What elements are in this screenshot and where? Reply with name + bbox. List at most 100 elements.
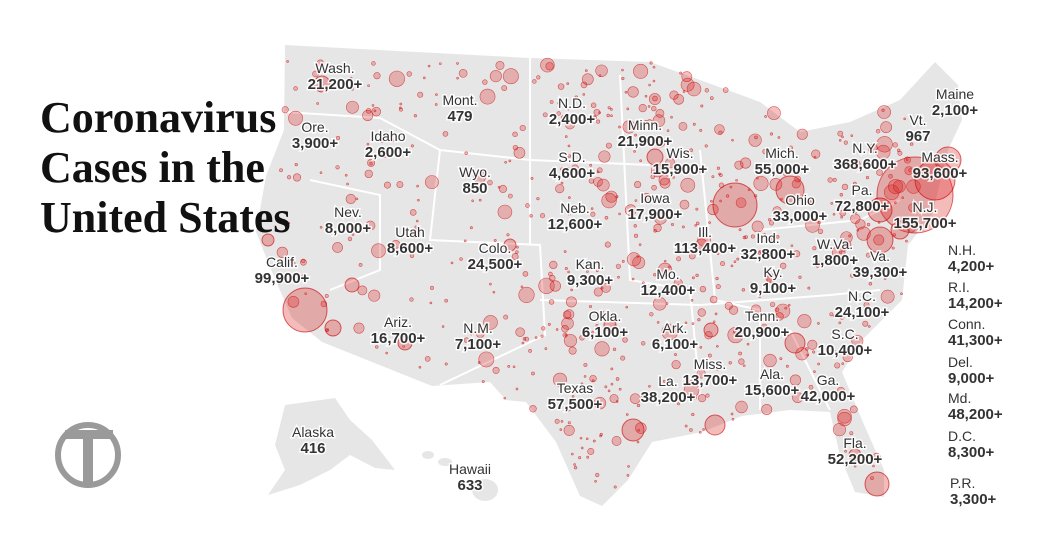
- case-bubble: [621, 418, 645, 442]
- case-bubble: [579, 334, 585, 341]
- case-bubble: [482, 79, 488, 85]
- case-bubble: [754, 135, 758, 140]
- case-bubble: [391, 239, 401, 249]
- case-bubble: [678, 121, 688, 131]
- case-bubble: [849, 431, 854, 436]
- state-cases: 57,500+: [548, 396, 603, 413]
- case-bubble: [586, 455, 590, 459]
- case-bubble: [627, 465, 630, 468]
- case-bubble: [853, 464, 857, 468]
- case-bubble: [716, 344, 719, 348]
- case-bubble: [373, 109, 377, 113]
- case-bubble: [571, 452, 574, 456]
- case-bubble: [371, 61, 376, 66]
- state-cases: 8,600+: [387, 240, 434, 257]
- case-bubble: [458, 69, 468, 78]
- case-bubble: [564, 135, 568, 138]
- case-bubble: [439, 62, 442, 65]
- case-bubble: [758, 295, 762, 298]
- case-bubble: [373, 72, 381, 80]
- case-bubble: [651, 105, 657, 112]
- case-bubble: [674, 353, 677, 356]
- case-bubble: [399, 102, 403, 106]
- case-bubble: [487, 179, 493, 186]
- case-bubble: [651, 184, 657, 191]
- case-bubble: [832, 423, 847, 437]
- case-bubble: [748, 133, 762, 147]
- case-bubble: [434, 103, 438, 106]
- case-bubble: [730, 264, 734, 268]
- case-bubble: [684, 424, 688, 428]
- case-bubble: [511, 253, 519, 260]
- case-bubble: [336, 135, 341, 140]
- case-bubble: [691, 412, 695, 417]
- case-bubble: [588, 279, 592, 282]
- case-bubble: [335, 165, 340, 170]
- case-bubble: [690, 298, 694, 302]
- case-bubble: [695, 238, 708, 251]
- case-bubble: [650, 174, 656, 180]
- case-bubble: [634, 199, 638, 202]
- case-bubble: [764, 115, 767, 118]
- case-bubble: [629, 393, 641, 404]
- case-bubble: [767, 106, 781, 120]
- case-bubble: [697, 232, 712, 247]
- case-bubble: [416, 184, 419, 188]
- case-bubble: [813, 370, 816, 373]
- case-bubble: [539, 213, 546, 219]
- case-bubble: [868, 143, 878, 154]
- case-bubble: [654, 212, 667, 225]
- case-bubble: [841, 135, 844, 139]
- state-name: N.C.: [848, 288, 876, 304]
- case-bubble: [676, 284, 682, 290]
- case-bubble: [680, 177, 696, 193]
- state-cases: 15,900+: [653, 161, 708, 178]
- case-bubble: [775, 303, 791, 319]
- case-bubble: [849, 405, 858, 414]
- case-bubble: [574, 385, 578, 389]
- case-bubble: [530, 177, 534, 180]
- case-bubble: [876, 156, 954, 234]
- case-bubble: [319, 171, 323, 174]
- state-cases: 17,900+: [628, 206, 683, 223]
- case-bubble: [716, 166, 720, 170]
- case-bubble: [695, 207, 699, 211]
- state-cases: 4,600+: [549, 165, 596, 182]
- case-bubble: [503, 238, 517, 252]
- case-bubble: [691, 276, 695, 280]
- state-cases: 416: [300, 440, 325, 457]
- case-bubble: [594, 479, 597, 483]
- case-bubble: [521, 341, 525, 345]
- case-bubble: [388, 70, 405, 87]
- case-bubble: [699, 285, 707, 293]
- case-bubble: [606, 113, 610, 118]
- case-bubble: [863, 301, 870, 308]
- case-bubble: [735, 178, 738, 182]
- case-bubble: [719, 199, 722, 203]
- case-bubble: [704, 144, 708, 148]
- case-bubble: [607, 106, 611, 110]
- case-bubble: [593, 287, 603, 297]
- case-bubble: [633, 63, 649, 79]
- case-bubble: [763, 233, 766, 236]
- state-cases: 33,000+: [773, 208, 828, 225]
- case-bubble: [469, 262, 476, 268]
- case-bubble: [772, 206, 782, 216]
- case-bubble: [848, 448, 862, 462]
- case-bubble: [347, 236, 353, 242]
- case-bubble: [316, 138, 321, 143]
- case-bubble: [838, 321, 842, 325]
- state-cases: 8,300+: [948, 444, 995, 461]
- state-name: Ohio: [785, 192, 815, 208]
- case-bubble: [866, 226, 894, 254]
- case-bubble: [561, 317, 574, 330]
- case-bubble: [779, 262, 787, 270]
- case-bubble: [815, 261, 822, 269]
- case-bubble: [842, 351, 853, 363]
- case-bubble: [641, 394, 645, 398]
- case-bubble: [841, 183, 849, 191]
- state-cases: 8,000+: [325, 220, 372, 237]
- case-bubble: [301, 258, 306, 264]
- title-line: United States: [40, 193, 291, 242]
- case-bubble: [700, 381, 704, 385]
